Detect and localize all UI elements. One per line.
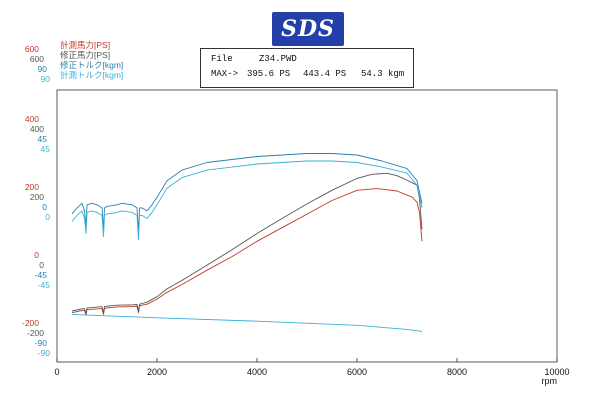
logo-text: SDS xyxy=(281,16,335,42)
corrected-torque-tick-label: -90 xyxy=(35,338,48,348)
measured-power-tick-label: -200 xyxy=(22,318,39,328)
series xyxy=(71,153,423,332)
measured-power-tick-label: 200 xyxy=(25,182,39,192)
file-name: Z34.PWD xyxy=(259,54,297,64)
y-axes: 6004002000-2006004002000-20090450-45-909… xyxy=(22,44,50,358)
measured-power-tick-label: 0 xyxy=(34,250,39,260)
file-label: File xyxy=(211,54,233,64)
corrected-power-tick-label: 200 xyxy=(30,192,44,202)
measured-torque-tick-label: -90 xyxy=(38,348,51,358)
measured-torque-tick-label: 0 xyxy=(45,212,50,222)
max-corrected-power: 443.4 PS xyxy=(303,69,347,79)
corrected-torque-tick-label: 45 xyxy=(38,134,48,144)
legend-item: 修正トルク[kgm] xyxy=(60,60,123,70)
sds-logo: SDS xyxy=(272,12,344,46)
measured-power-tick-label: 600 xyxy=(25,44,39,54)
corrected-torque-tick-label: 0 xyxy=(42,202,47,212)
x-tick-label: 4000 xyxy=(247,367,267,377)
series-line-4 xyxy=(71,313,423,332)
x-axis: 0 2000 4000 6000 8000 10000 xyxy=(54,358,570,377)
corrected-power-tick-label: -200 xyxy=(27,328,44,338)
x-tick-label: 10000 xyxy=(544,367,569,377)
series-line-1 xyxy=(71,172,423,315)
series-line-0 xyxy=(71,188,423,316)
corrected-torque-tick-label: -45 xyxy=(35,270,48,280)
x-axis-label: rpm xyxy=(542,376,558,386)
series-line-2 xyxy=(71,153,423,233)
x-tick-label: 6000 xyxy=(347,367,367,377)
max-measured-power: 395.6 PS xyxy=(247,69,291,79)
series-line-3 xyxy=(71,160,423,241)
legend-item: 計測トルク[kgm] xyxy=(60,70,123,80)
corrected-power-tick-label: 400 xyxy=(30,124,44,134)
x-tick-label: 2000 xyxy=(147,367,167,377)
legend: 計測馬力[PS]修正馬力[PS]修正トルク[kgm]計測トルク[kgm] xyxy=(60,40,123,80)
corrected-power-tick-label: 0 xyxy=(39,260,44,270)
max-torque: 54.3 kgm xyxy=(361,69,405,79)
plot-area xyxy=(56,89,558,363)
corrected-torque-tick-label: 90 xyxy=(38,64,48,74)
info-box: File Z34.PWD MAX-> 395.6 PS 443.4 PS 54.… xyxy=(200,48,414,88)
measured-torque-tick-label: 45 xyxy=(41,144,51,154)
measured-torque-tick-label: 90 xyxy=(41,74,51,84)
x-tick-label: 8000 xyxy=(447,367,467,377)
measured-power-tick-label: 400 xyxy=(25,114,39,124)
legend-item: 計測馬力[PS] xyxy=(60,40,110,50)
corrected-power-tick-label: 600 xyxy=(30,54,44,64)
measured-torque-tick-label: -45 xyxy=(38,280,51,290)
x-tick-label: 0 xyxy=(54,367,59,377)
max-label: MAX-> xyxy=(211,69,239,79)
legend-item: 修正馬力[PS] xyxy=(60,50,110,60)
